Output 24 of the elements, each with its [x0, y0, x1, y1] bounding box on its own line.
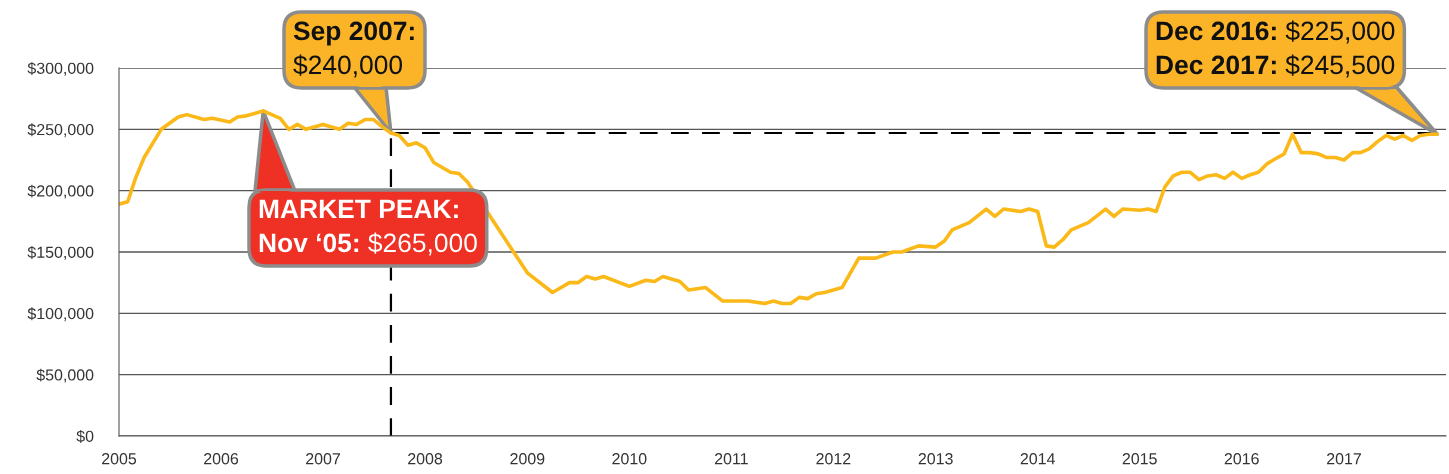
y-tick-label: $200,000 [27, 184, 94, 199]
x-tick-label: 2015 [1122, 453, 1157, 465]
x-tick-label: 2011 [714, 453, 748, 465]
x-tick-label: 2009 [510, 453, 545, 465]
x-tick-label: 2017 [1327, 453, 1361, 465]
y-tick-label: $250,000 [27, 123, 94, 138]
y-tick-label: $100,000 [27, 307, 94, 322]
x-tick-label: 2007 [306, 453, 340, 465]
x-tick-label: 2008 [408, 453, 443, 465]
annotation: Sep 2007: $240,000 [293, 21, 414, 78]
x-tick-label: 2010 [612, 453, 647, 465]
annotation: MARKET PEAK: Nov ‘05: $265,000 [259, 199, 477, 256]
annotation: Dec 2016: $225,000 Dec 2017: $245,500 [1156, 20, 1395, 78]
y-tick-label: $0 [76, 429, 94, 443]
line-series [119, 109, 1440, 306]
y-tick-label: $50,000 [36, 368, 94, 383]
x-tick-label: 2013 [918, 453, 953, 465]
x-tick-label: 2014 [1020, 453, 1055, 465]
x-tick-label: 2016 [1224, 453, 1259, 465]
y-tick-label: $150,000 [27, 245, 94, 260]
y-tick-label: $300,000 [27, 61, 94, 76]
x-tick-label: 2006 [204, 453, 239, 465]
x-tick-label: 2005 [102, 453, 137, 465]
x-tick-label: 2012 [816, 453, 851, 465]
